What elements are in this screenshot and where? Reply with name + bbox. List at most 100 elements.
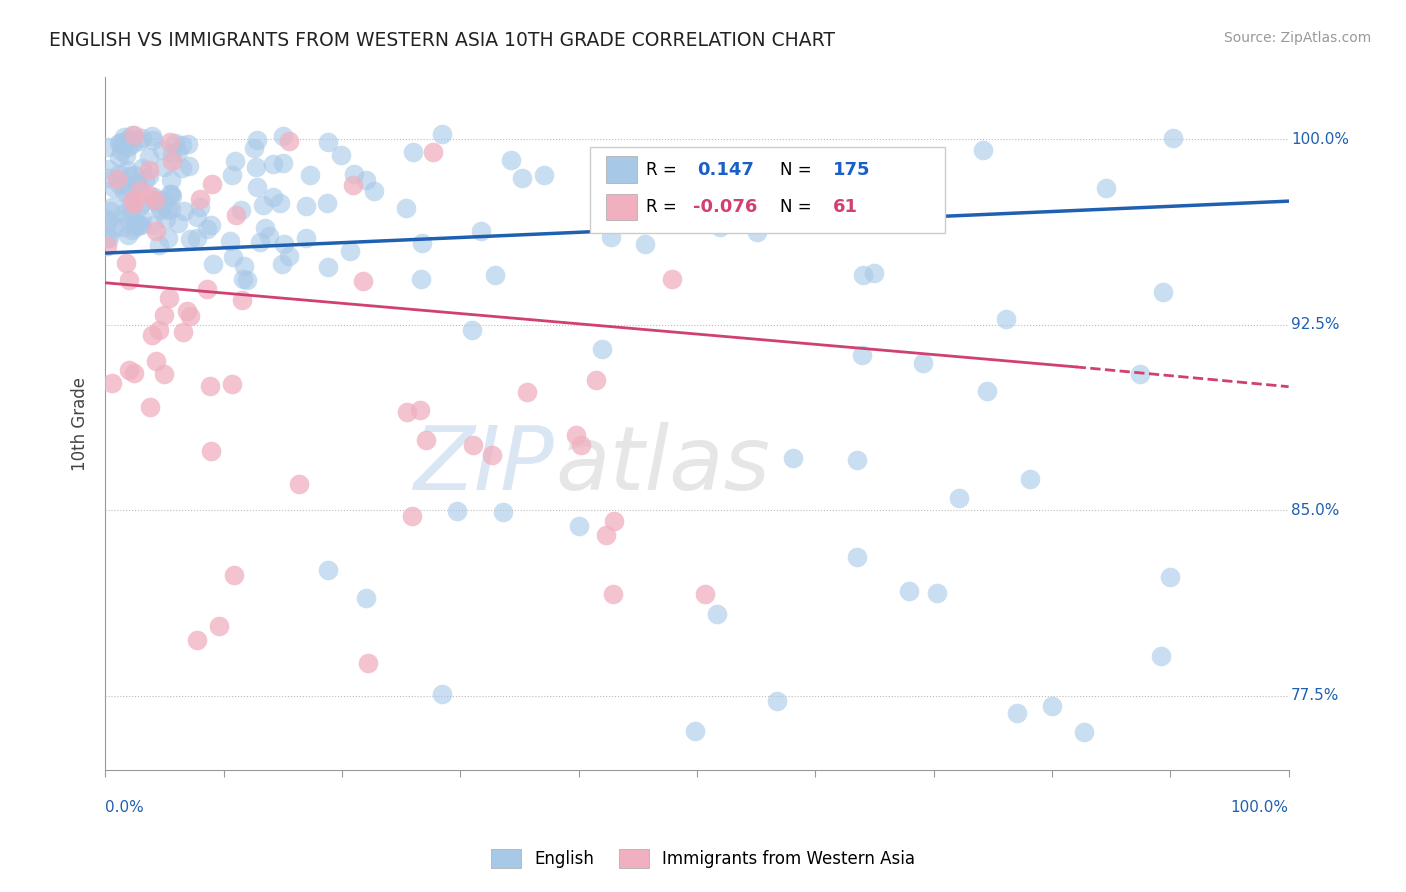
Point [149,201,172,215]
Point [623,183,645,197]
Point [278,248,301,262]
Point [357,657,380,671]
Point [97,170,120,185]
Point [709,220,731,235]
Point [415,433,437,447]
Point [585,373,607,387]
Point [661,271,683,285]
Point [108,178,131,192]
Point [124,219,146,234]
Point [208,619,231,633]
Point [131,211,153,225]
Point [299,169,322,183]
Text: N =: N = [780,198,811,216]
Point [118,202,141,217]
Point [148,323,170,337]
Point [118,169,141,184]
Point [352,274,374,288]
Point [150,144,173,158]
Point [339,244,361,258]
Point [356,173,378,187]
Point [316,260,339,274]
Point [229,202,252,217]
Point [231,293,253,307]
Point [160,173,183,187]
Point [273,237,295,252]
Point [1152,285,1174,299]
Point [112,129,135,144]
Point [245,161,267,175]
Point [118,273,141,287]
Point [108,136,131,150]
Point [602,587,624,601]
Point [108,167,131,181]
Point [186,632,208,647]
Text: 92.5%: 92.5% [1291,318,1340,333]
Point [112,135,135,149]
Point [134,173,156,187]
FancyBboxPatch shape [591,146,945,234]
Point [925,586,948,600]
Point [766,694,789,708]
Point [142,218,165,232]
Point [409,403,432,417]
Point [782,451,804,466]
Point [461,323,484,337]
Point [315,196,337,211]
Point [246,179,269,194]
Point [295,199,318,213]
Point [222,567,245,582]
Point [122,197,145,211]
Point [225,208,247,222]
Point [221,169,243,183]
Point [1005,706,1028,721]
Point [911,204,934,219]
Point [200,218,222,232]
Point [851,347,873,361]
Point [121,137,143,152]
Point [257,228,280,243]
Point [103,180,125,194]
Point [148,238,170,252]
Point [665,166,688,180]
FancyBboxPatch shape [606,156,637,183]
Point [121,128,143,143]
Point [1159,570,1181,584]
Point [98,230,121,244]
Point [233,259,256,273]
Point [179,309,201,323]
Point [112,137,135,152]
Point [862,266,884,280]
Point [179,159,201,173]
Point [693,587,716,601]
Legend: English, Immigrants from Western Asia: English, Immigrants from Western Asia [484,842,922,875]
Point [156,202,179,217]
Point [111,219,134,234]
Point [100,200,122,214]
Point [1129,367,1152,381]
Point [198,378,221,392]
Point [97,162,120,177]
Point [271,128,294,143]
Point [912,356,935,370]
Point [150,193,173,207]
Text: R =: R = [645,198,676,216]
Point [363,184,385,198]
Y-axis label: 10th Grade: 10th Grade [72,376,89,471]
Point [125,215,148,229]
Point [131,131,153,145]
Point [1095,180,1118,194]
Point [221,250,243,264]
Point [145,224,167,238]
Point [117,132,139,146]
Point [262,157,284,171]
Point [142,194,165,209]
Text: 85.0%: 85.0% [1291,503,1340,518]
Point [153,161,176,175]
Point [115,148,138,162]
Text: 77.5%: 77.5% [1291,689,1340,704]
Point [97,139,120,153]
Point [141,328,163,343]
Point [685,724,707,739]
Point [271,257,294,271]
